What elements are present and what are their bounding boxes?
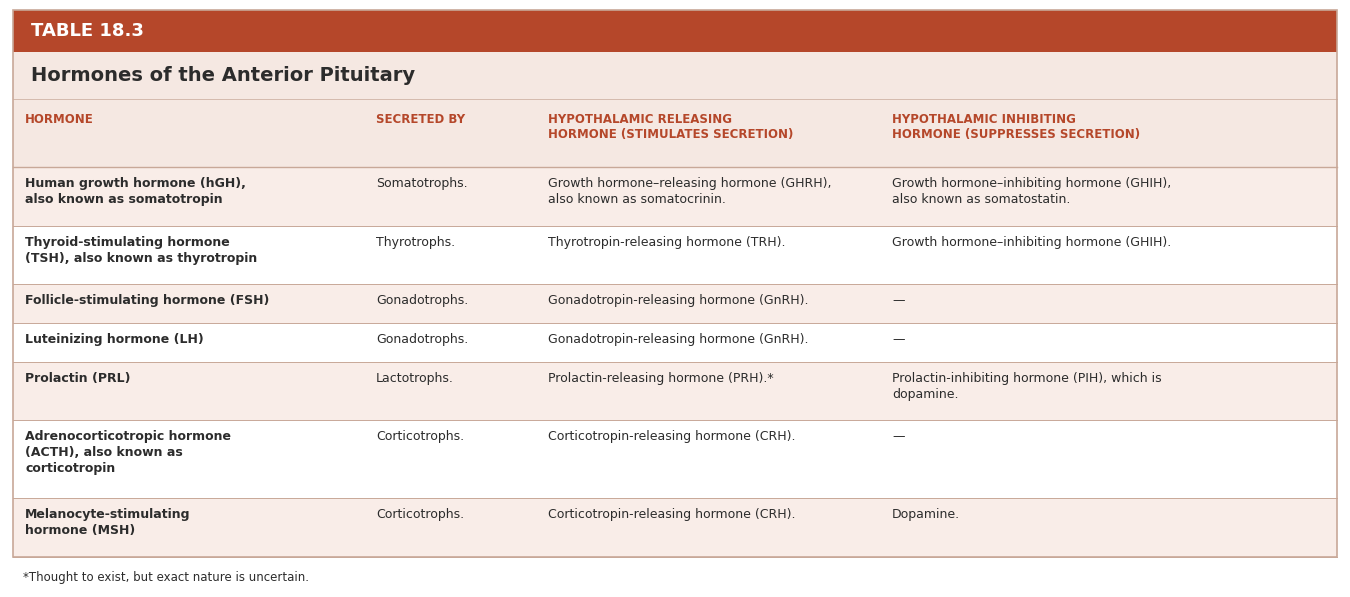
Text: Melanocyte-stimulating
hormone (MSH): Melanocyte-stimulating hormone (MSH) (26, 509, 190, 537)
Bar (14, 167, 1336, 226)
Text: Lactotrophs.: Lactotrophs. (375, 372, 454, 384)
Text: Hormones of the Anterior Pituitary: Hormones of the Anterior Pituitary (31, 66, 416, 85)
Text: Growth hormone–inhibiting hormone (GHIH),
also known as somatostatin.: Growth hormone–inhibiting hormone (GHIH)… (892, 177, 1172, 206)
Text: Adrenocorticotropic hormone
(ACTH), also known as
corticotropin: Adrenocorticotropic hormone (ACTH), also… (26, 430, 231, 475)
Text: Thyroid-stimulating hormone
(TSH), also known as thyrotropin: Thyroid-stimulating hormone (TSH), also … (26, 236, 258, 264)
Text: —: — (892, 294, 904, 307)
Bar (14, 99, 1336, 167)
Text: Prolactin-inhibiting hormone (PIH), which is
dopamine.: Prolactin-inhibiting hormone (PIH), whic… (892, 372, 1162, 401)
Text: Corticotropin-releasing hormone (CRH).: Corticotropin-releasing hormone (CRH). (548, 430, 795, 443)
Text: Corticotropin-releasing hormone (CRH).: Corticotropin-releasing hormone (CRH). (548, 509, 795, 521)
Text: SECRETED BY: SECRETED BY (375, 113, 464, 126)
Text: Growth hormone–releasing hormone (GHRH),
also known as somatocrinin.: Growth hormone–releasing hormone (GHRH),… (548, 177, 832, 206)
Text: TABLE 18.3: TABLE 18.3 (31, 22, 144, 40)
Text: Gonadotropin-releasing hormone (GnRH).: Gonadotropin-releasing hormone (GnRH). (548, 333, 809, 346)
Text: HORMONE: HORMONE (26, 113, 93, 126)
Text: Growth hormone–inhibiting hormone (GHIH).: Growth hormone–inhibiting hormone (GHIH)… (892, 236, 1172, 248)
Text: —: — (892, 430, 904, 443)
Text: Somatotrophs.: Somatotrophs. (375, 177, 467, 190)
Bar (14, 284, 1336, 323)
Bar (14, 52, 1336, 99)
Text: Dopamine.: Dopamine. (892, 509, 960, 521)
Text: Corticotrophs.: Corticotrophs. (375, 509, 464, 521)
Bar (14, 323, 1336, 362)
Text: Follicle-stimulating hormone (FSH): Follicle-stimulating hormone (FSH) (26, 294, 270, 307)
Text: Gonadotrophs.: Gonadotrophs. (375, 294, 468, 307)
Text: Gonadotrophs.: Gonadotrophs. (375, 333, 468, 346)
Text: Gonadotropin-releasing hormone (GnRH).: Gonadotropin-releasing hormone (GnRH). (548, 294, 809, 307)
Text: Human growth hormone (hGH),
also known as somatotropin: Human growth hormone (hGH), also known a… (26, 177, 246, 206)
Text: Prolactin (PRL): Prolactin (PRL) (26, 372, 131, 384)
Text: Corticotrophs.: Corticotrophs. (375, 430, 464, 443)
Text: Thyrotropin-releasing hormone (TRH).: Thyrotropin-releasing hormone (TRH). (548, 236, 786, 248)
Text: HYPOTHALAMIC RELEASING
HORMONE (STIMULATES SECRETION): HYPOTHALAMIC RELEASING HORMONE (STIMULAT… (548, 113, 794, 141)
Bar (14, 498, 1336, 557)
Bar (14, 420, 1336, 498)
Text: Prolactin-releasing hormone (PRH).*: Prolactin-releasing hormone (PRH).* (548, 372, 774, 384)
Text: —: — (892, 333, 904, 346)
Text: Thyrotrophs.: Thyrotrophs. (375, 236, 455, 248)
Bar (14, 10, 1336, 52)
Text: Luteinizing hormone (LH): Luteinizing hormone (LH) (26, 333, 204, 346)
Text: HYPOTHALAMIC INHIBITING
HORMONE (SUPPRESSES SECRETION): HYPOTHALAMIC INHIBITING HORMONE (SUPPRES… (892, 113, 1141, 141)
Text: *Thought to exist, but exact nature is uncertain.: *Thought to exist, but exact nature is u… (23, 571, 309, 583)
Bar (14, 362, 1336, 420)
Bar (14, 226, 1336, 284)
